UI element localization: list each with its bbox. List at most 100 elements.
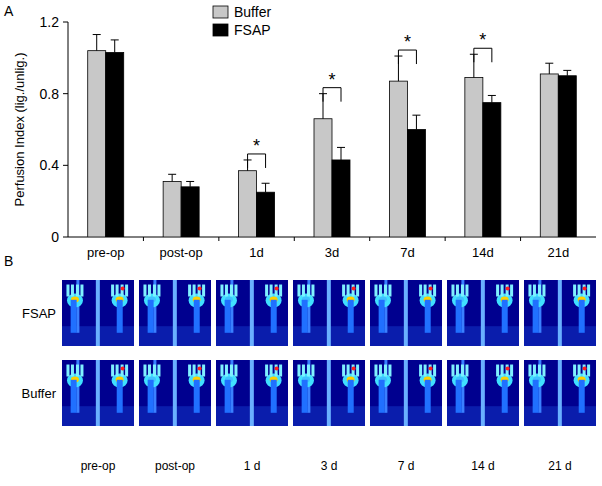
error-cap — [545, 63, 553, 64]
leg — [148, 300, 154, 333]
toe — [538, 365, 541, 377]
toe — [234, 365, 237, 377]
toe — [501, 365, 504, 377]
leg — [225, 380, 231, 413]
legend-label: Buffer — [234, 4, 271, 20]
bar — [239, 171, 257, 237]
toe — [202, 365, 205, 377]
paw-hot — [121, 367, 125, 371]
error-bar — [262, 183, 270, 192]
leg — [71, 300, 77, 333]
leg — [379, 380, 385, 413]
toe — [573, 285, 576, 297]
x-tick — [520, 237, 521, 241]
perfusion-image — [216, 360, 288, 426]
toe — [148, 365, 151, 377]
tail — [173, 280, 177, 346]
bar — [88, 51, 106, 237]
toe — [538, 285, 541, 297]
paw-hot — [198, 287, 202, 291]
x-tick — [294, 237, 295, 241]
perfusion-image — [524, 360, 596, 426]
toe — [188, 365, 191, 377]
error-bar — [563, 70, 571, 75]
bar — [257, 192, 275, 237]
toe — [506, 365, 509, 377]
toe — [429, 285, 432, 297]
toe — [148, 285, 151, 297]
error-bar — [545, 63, 553, 74]
legend-label: FSAP — [234, 22, 271, 38]
image-bg — [447, 360, 519, 426]
error-cap — [186, 181, 194, 182]
error-bar — [488, 95, 496, 102]
tail — [250, 280, 254, 346]
significance-mark: * — [328, 70, 335, 90]
image-bg — [139, 360, 211, 426]
toe — [71, 365, 74, 377]
tail — [96, 360, 100, 426]
toe — [465, 285, 468, 297]
tail — [558, 360, 562, 426]
paw-hot — [275, 367, 279, 371]
bar — [483, 103, 501, 237]
significance-bracket — [398, 50, 416, 64]
toe — [270, 365, 273, 377]
toe — [234, 285, 237, 297]
perfusion-image — [293, 280, 365, 346]
perfusion-image — [447, 280, 519, 346]
toe — [275, 365, 278, 377]
toe — [116, 365, 119, 377]
x-tick-label: 3d — [325, 245, 339, 260]
paw-hot — [429, 367, 433, 371]
column-label: 7 d — [398, 459, 415, 473]
toe — [424, 285, 427, 297]
leg — [579, 300, 585, 333]
plot-area — [88, 35, 577, 237]
leg — [502, 300, 508, 333]
x-tick-label: 14d — [472, 245, 494, 260]
perfusion-image — [62, 360, 134, 426]
image-bg — [139, 280, 211, 346]
toe — [311, 365, 314, 377]
toe — [116, 285, 119, 297]
significance-bracket — [248, 154, 266, 168]
bar — [106, 52, 124, 237]
toe — [573, 365, 576, 377]
leg — [348, 300, 354, 333]
significance-mark: * — [404, 32, 411, 52]
y-tick-label: 1.2 — [40, 14, 60, 30]
error-cap — [111, 39, 119, 40]
toe — [76, 285, 79, 297]
toe — [419, 285, 422, 297]
toe — [374, 365, 377, 377]
toe — [347, 365, 350, 377]
bar — [332, 160, 350, 237]
error-line — [416, 115, 417, 129]
y-tick-label: 0.4 — [40, 157, 60, 173]
error-cap — [563, 70, 571, 71]
toe — [111, 285, 114, 297]
toe — [143, 365, 146, 377]
image-bg — [216, 280, 288, 346]
row-label: FSAP — [22, 306, 56, 321]
y-tick-label: 0.8 — [40, 86, 60, 102]
perfusion-image — [139, 280, 211, 346]
column-label: 21 d — [548, 459, 571, 473]
toe — [510, 365, 513, 377]
x-tick — [143, 237, 144, 241]
paw-hot — [352, 287, 356, 291]
toe — [111, 365, 114, 377]
toe — [311, 285, 314, 297]
leg — [348, 380, 354, 413]
leg — [302, 300, 308, 333]
row-label: Buffer — [22, 386, 57, 401]
error-line — [172, 174, 173, 181]
leg — [533, 380, 539, 413]
leg — [271, 380, 277, 413]
toe — [583, 285, 586, 297]
leg — [425, 380, 431, 413]
toe — [342, 365, 345, 377]
toe — [501, 285, 504, 297]
leg — [579, 380, 585, 413]
